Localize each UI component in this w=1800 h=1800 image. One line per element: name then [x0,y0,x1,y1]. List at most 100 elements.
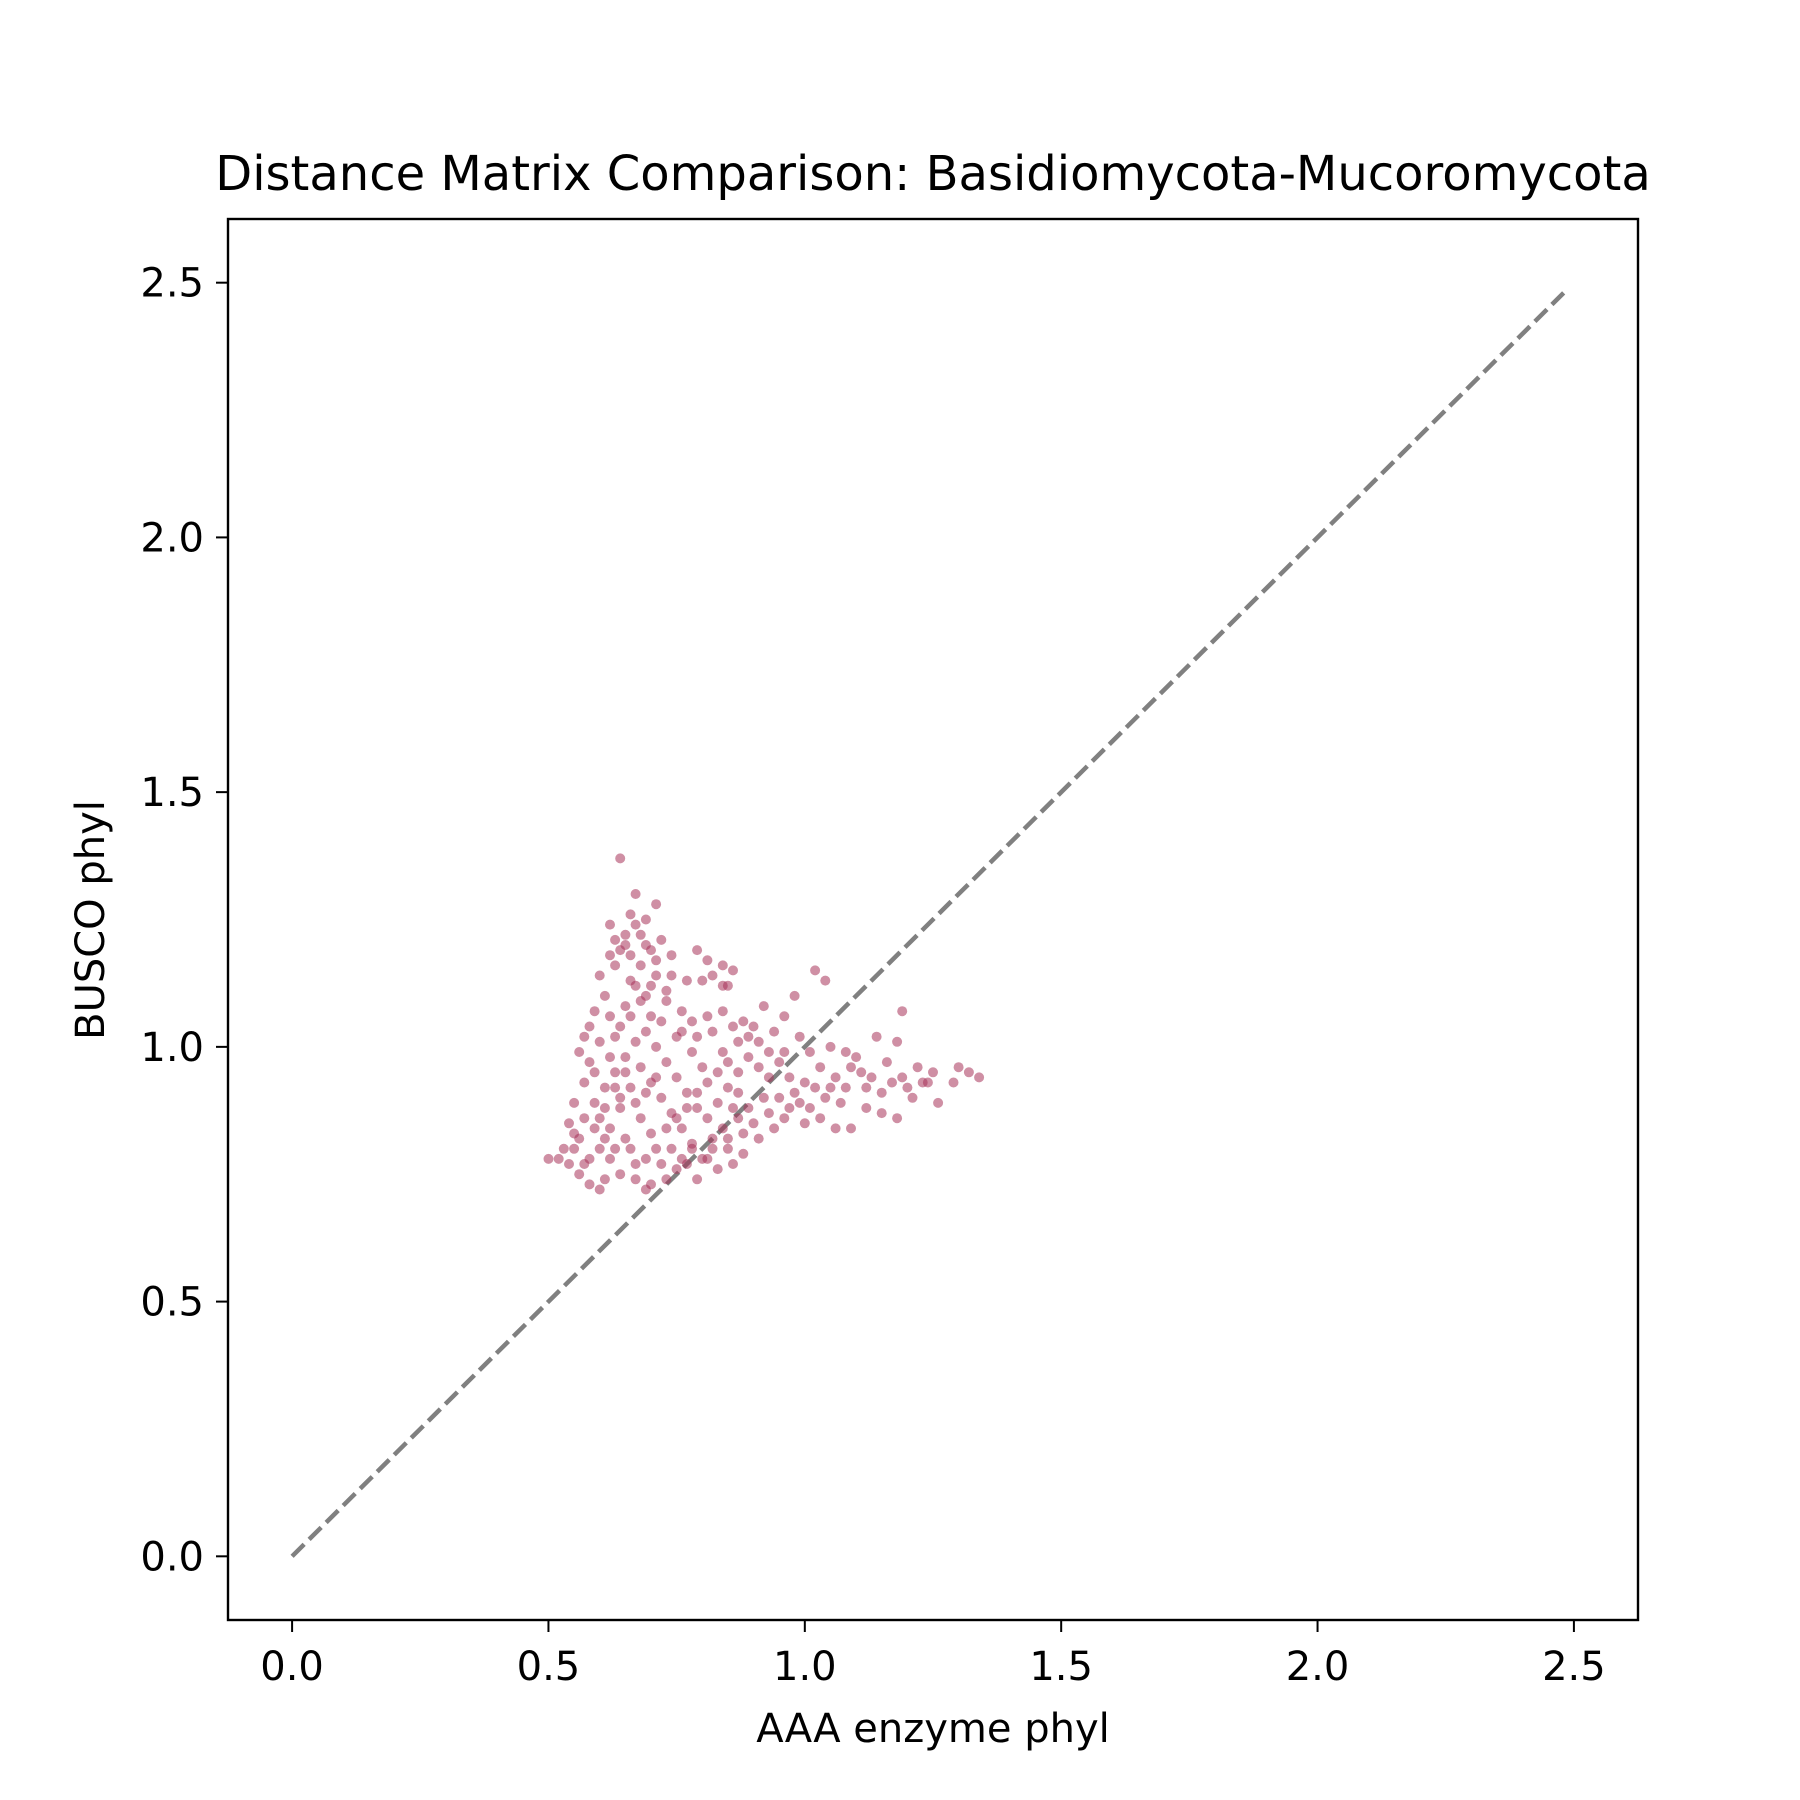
scatter-point [676,1123,687,1134]
scatter-point [579,1077,590,1088]
x-tick-label: 2.0 [1286,1644,1350,1690]
x-tick-label: 1.5 [1029,1644,1093,1690]
scatter-point [738,1016,749,1027]
scatter-point [702,1153,713,1164]
scatter-point [712,1097,723,1108]
x-axis-label: AAA enzyme phyl [756,1706,1109,1752]
x-tick-label: 0.0 [260,1644,324,1690]
scatter-point [630,1174,641,1185]
scatter-point [733,1036,744,1047]
scatter-point [676,1006,687,1017]
scatter-point [717,1123,728,1134]
scatter-point [676,1153,687,1164]
scatter-point [625,1143,636,1154]
scatter-point [728,965,738,976]
scatter-point [651,955,662,966]
scatter-point [743,1031,754,1042]
scatter-point [635,996,646,1006]
scatter-point [840,1082,851,1093]
scatter-point [594,1036,605,1047]
x-tick-label: 1.0 [773,1644,837,1690]
scatter-point [825,1082,836,1093]
scatter-point [656,1092,667,1103]
scatter-point [856,1067,867,1078]
scatter-point [871,1031,882,1042]
x-tick-label: 0.5 [517,1644,581,1690]
scatter-point [953,1062,964,1073]
scatter-point [743,1103,754,1113]
scatter-point [605,1153,615,1164]
scatter-point [630,1159,641,1169]
scatter-point [774,1057,785,1068]
y-tick-label: 0.0 [140,1534,204,1580]
scatter-point [594,970,605,981]
scatter-point [620,929,631,940]
scatter-point [687,1143,697,1154]
scatter-point [728,1021,738,1032]
scatter-point [753,1133,764,1144]
scatter-point [651,1143,662,1154]
scatter-point [651,899,662,910]
scatter-point [671,1113,682,1124]
scatter-point [702,955,713,966]
scatter-point [810,965,821,976]
scatter-point [605,1011,615,1022]
scatter-point [635,960,646,971]
scatter-point [799,1118,810,1129]
scatter-point [728,1159,738,1169]
scatter-point [574,1169,585,1180]
y-tick-label: 2.5 [140,261,204,307]
scatter-point [769,1026,780,1037]
scatter-point [620,1133,631,1144]
scatter-point [610,1143,621,1154]
y-tick-label: 2.0 [140,515,204,561]
scatter-point [615,1169,626,1180]
scatter-point [804,1103,815,1113]
y-tick-label: 1.5 [140,770,204,816]
scatter-point [599,1103,610,1113]
scatter-point [743,1052,754,1063]
scatter-point [763,1047,774,1057]
scatter-point [630,889,641,899]
scatter-point [774,1092,785,1103]
scatter-point [543,1153,554,1164]
scatter-point [692,1103,703,1113]
x-tick-label: 2.5 [1542,1644,1606,1690]
scatter-point [784,1072,795,1083]
scatter-point [640,914,651,925]
scatter-point [733,1067,744,1078]
reference-line-layer [290,291,1566,1558]
scatter-point [846,1062,856,1073]
scatter-point [733,1087,744,1098]
scatter-point [564,1159,574,1169]
scatter-point [702,1011,713,1022]
scatter-point [881,1057,892,1068]
scatter-point [594,1143,605,1154]
scatter-point [630,1097,641,1108]
scatter-point [692,945,703,956]
scatter-point [799,1077,810,1088]
scatter-point [722,980,733,991]
scatter-point [963,1067,974,1078]
scatter-point [897,1072,908,1083]
scatter-point [794,1031,805,1042]
scatter-point [784,1103,795,1113]
scatter-point [671,1164,682,1175]
scatter-point [912,1062,923,1073]
scatter-point [610,1082,621,1093]
scatter-point [594,1184,605,1195]
scatter-point [635,1062,646,1073]
x-axis: 0.0 0.5 1.0 1.5 2.0 2.5 [260,1620,1606,1690]
scatter-point [712,1164,723,1175]
scatter-point [820,975,831,986]
scatter-point [697,1062,708,1073]
scatter-point [640,1184,651,1195]
scatter-point [722,1133,733,1144]
scatter-point [661,1123,672,1134]
scatter-point [569,1143,580,1154]
scatter-point [876,1087,887,1098]
chart-title: Distance Matrix Comparison: Basidiomycot… [215,146,1650,202]
scatter-point [640,1087,651,1098]
scatter-point [605,1052,615,1063]
scatter-point [717,1047,728,1057]
